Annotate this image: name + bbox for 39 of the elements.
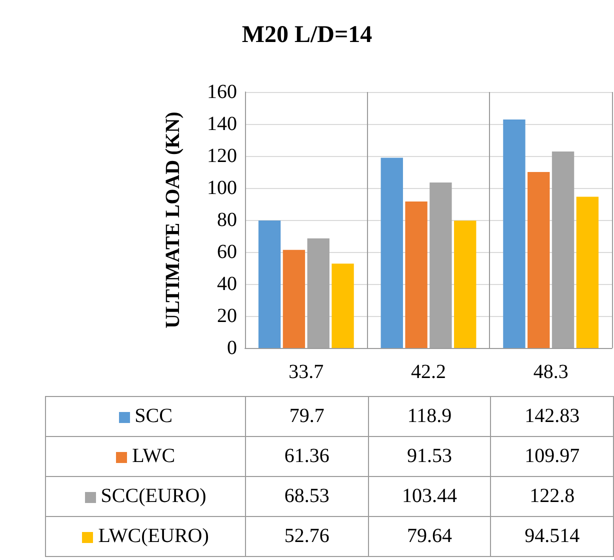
bar [576,196,599,348]
legend-label: SCC(EURO) [46,476,246,516]
bar [454,220,476,348]
data-label: 68.53 [246,476,368,516]
legend-label: LWC(EURO) [46,516,246,556]
data-label: 122.8 [490,476,614,516]
legend-label: SCC [46,396,246,436]
bar [503,119,526,348]
data-label: 142.83 [490,396,614,436]
data-label: 103.44 [368,476,491,516]
data-label: 91.53 [368,436,491,476]
bar [405,202,428,348]
legend-label: LWC [46,436,246,476]
bar [332,264,354,348]
y-tick-label: 80 [217,209,237,231]
data-label: 109.97 [490,436,614,476]
data-label: 94.514 [490,516,614,556]
y-tick-label: 100 [207,177,237,199]
y-tick-label: 40 [217,273,237,295]
data-label: 52.76 [246,516,368,556]
y-tick-label: 20 [217,305,237,327]
y-tick-label: 140 [207,113,237,135]
data-label: 79.64 [368,516,491,556]
chart-title: M20 L/D=14 [242,22,372,48]
y-tick-label: 60 [217,241,237,263]
bar [380,158,403,348]
data-label: 79.7 [246,396,368,436]
y-tick-label: 160 [207,81,237,103]
x-tick-label: 33.7 [288,361,324,383]
x-tick-label: 48.3 [533,361,568,383]
y-tick-label: 120 [207,145,237,167]
bar [258,220,281,348]
x-tick-label: 42.2 [411,361,446,383]
data-label: 118.9 [368,396,491,436]
bar [282,250,306,348]
y-tick-label: 0 [227,337,237,359]
data-label: 61.36 [246,436,368,476]
y-axis-title: ULTIMATE LOAD (KN) [162,112,184,328]
bar [528,172,550,348]
